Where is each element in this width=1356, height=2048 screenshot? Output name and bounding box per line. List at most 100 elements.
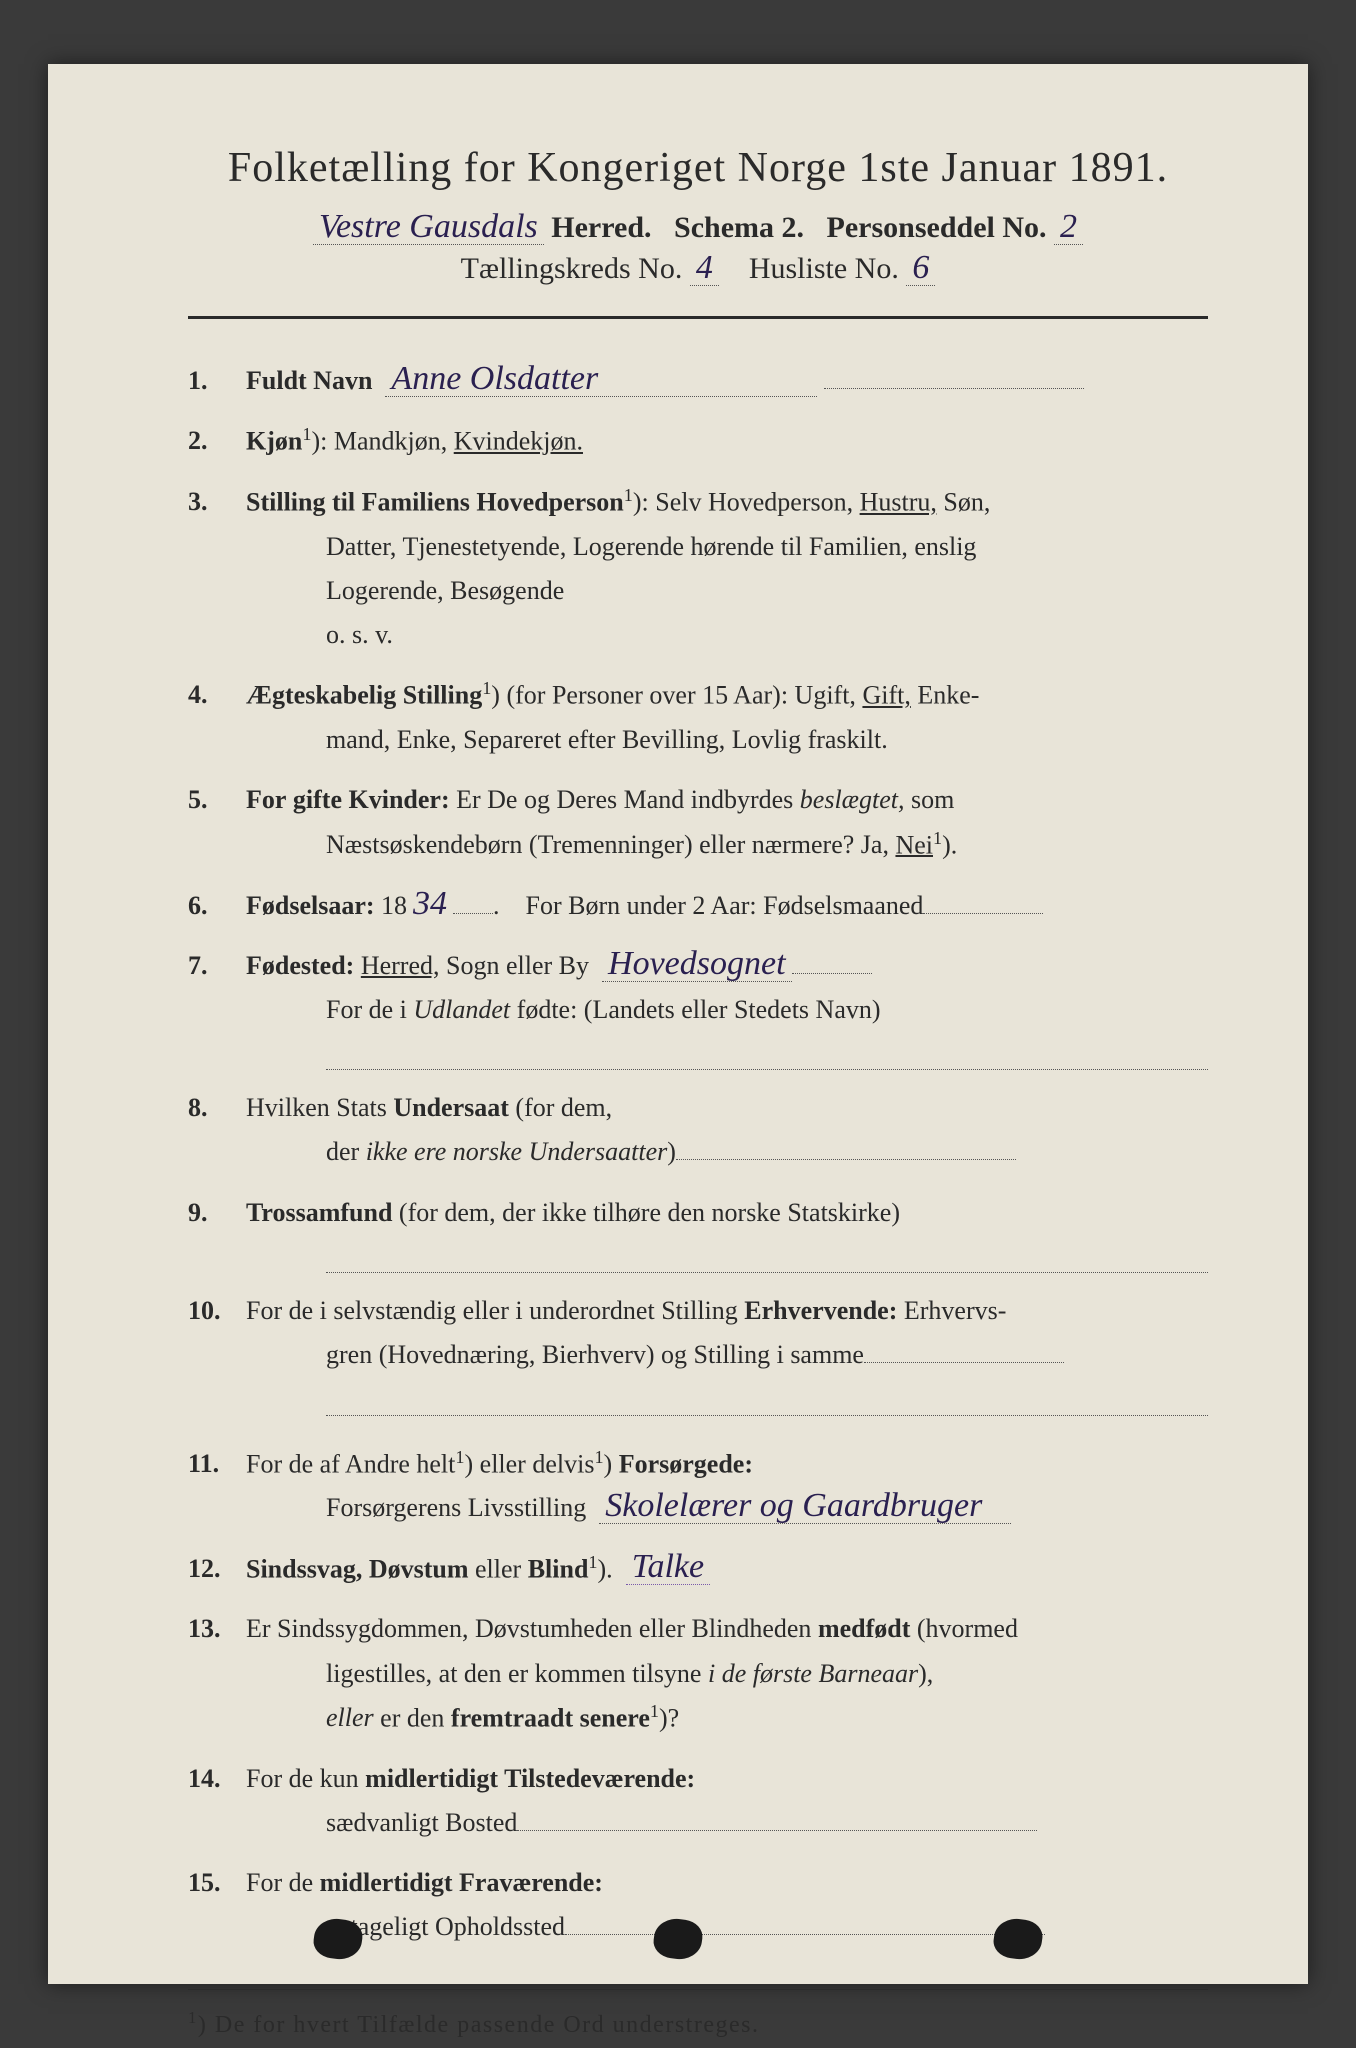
item-num: 14. — [188, 1757, 246, 1845]
label: fremtraadt senere — [451, 1703, 650, 1732]
text: gren (Hovednæring, Bierhverv) og Stillin… — [326, 1340, 864, 1369]
item-12: 12. Sindssvag, Døvstum eller Blind1). Ta… — [188, 1547, 1208, 1592]
sup: 1 — [624, 485, 633, 505]
item-body: Ægteskabelig Stilling1) (for Personer ov… — [246, 673, 1208, 762]
sep: ): — [311, 427, 327, 456]
dots — [676, 1133, 1016, 1160]
sel-kvindekjon: Kvindekjøn. — [454, 427, 583, 456]
text: For de — [246, 1868, 313, 1897]
text: Sogn eller By — [446, 951, 589, 980]
text: mand, Enke, Separeret efter Bevilling, L… — [326, 725, 888, 754]
item-3: 3. Stilling til Familiens Hovedperson1):… — [188, 480, 1208, 657]
personseddel-label: Personseddel No. — [827, 211, 1047, 244]
item-body: Stilling til Familiens Hovedperson1): Se… — [246, 480, 1208, 657]
text: Logerende, Besøgende — [326, 576, 564, 605]
sel-hustru: Hustru, — [860, 488, 937, 517]
text: ), — [918, 1659, 933, 1688]
label-undersaat: Undersaat — [393, 1093, 509, 1122]
item-num: 10. — [188, 1289, 246, 1416]
item-num: 13. — [188, 1607, 246, 1740]
husliste-label: Husliste No. — [749, 252, 899, 285]
item-10: 10. For de i selvstændig eller i underor… — [188, 1289, 1208, 1416]
item-body: For de af Andre helt1) eller delvis1) Fo… — [246, 1442, 1208, 1531]
item-7: 7. Fødested: Herred, Sogn eller By Hoved… — [188, 944, 1208, 1071]
form-items: 1. Fuldt Navn Anne Olsdatter 2. Kjøn1): … — [188, 359, 1208, 1949]
label-tilstede: midlertidigt Tilstedeværende: — [365, 1764, 695, 1793]
item-body: For gifte Kvinder: Er De og Deres Mand i… — [246, 778, 1208, 867]
text: der — [326, 1137, 359, 1166]
label-kjon: Kjøn — [246, 427, 302, 456]
label-aegteskab: Ægteskabelig Stilling — [246, 681, 482, 710]
label-fuldt-navn: Fuldt Navn — [246, 366, 372, 395]
sep: ). — [598, 1554, 613, 1583]
item-13: 13. Er Sindssygdommen, Døvstumheden elle… — [188, 1607, 1208, 1740]
text: Ugift, — [795, 681, 856, 710]
text: Er Sindssygdommen, Døvstumheden eller Bl… — [246, 1614, 811, 1643]
text: Erhvervs- — [904, 1296, 1007, 1325]
text: sædvanligt Bosted — [326, 1808, 517, 1837]
label-erhvervende: Erhvervende: — [744, 1296, 897, 1325]
label-stilling: Stilling til Familiens Hovedperson — [246, 488, 624, 517]
label: For — [246, 785, 286, 814]
text: For de i selvstændig eller i underordnet… — [246, 1296, 738, 1325]
text: som — [911, 785, 954, 814]
dots — [923, 887, 1043, 914]
year-prefix: 18 — [381, 891, 407, 920]
dots-line — [326, 1241, 1208, 1273]
item-num: 4. — [188, 673, 246, 762]
text: (for dem, — [515, 1093, 612, 1122]
dots — [864, 1336, 1064, 1363]
sup: 1 — [933, 828, 942, 848]
dots — [517, 1804, 1037, 1831]
sel-nei: Nei — [895, 830, 933, 859]
label: gifte Kvinder: — [293, 785, 450, 814]
herred-label: Herred. — [551, 211, 651, 244]
item-body: Kjøn1): Mandkjøn, Kvindekjøn. — [246, 419, 1208, 464]
hole-icon — [311, 1916, 364, 1962]
text: (for Personer over 15 Aar): — [506, 681, 788, 710]
hole-icon — [651, 1916, 704, 1962]
dots — [792, 947, 872, 974]
text-italic: i de første Barneaar — [708, 1659, 918, 1688]
item-body: Er Sindssygdommen, Døvstumheden eller Bl… — [246, 1607, 1208, 1740]
text: Enke- — [917, 681, 979, 710]
sup: 1 — [650, 1701, 659, 1721]
dots-line — [326, 1383, 1208, 1415]
item-body: Fødselsaar: 1834. For Børn under 2 Aar: … — [246, 884, 1208, 928]
text: For Børn under 2 Aar: Fødselsmaaned — [526, 891, 924, 920]
item-num: 8. — [188, 1086, 246, 1174]
item-num: 5. — [188, 778, 246, 867]
label-trossamfund: Trossamfund — [246, 1198, 392, 1227]
item-8: 8. Hvilken Stats Undersaat (for dem, der… — [188, 1086, 1208, 1174]
label-forsorgede: Forsørgede: — [619, 1449, 753, 1478]
item-num: 1. — [188, 359, 246, 403]
sep: ) — [464, 1449, 473, 1478]
item-num: 3. — [188, 480, 246, 657]
footnote-text: De for hvert Tilfælde passende Ord under… — [215, 2012, 760, 2038]
text-italic: eller — [326, 1703, 374, 1732]
item-num: 7. — [188, 944, 246, 1071]
text: Næstsøskendebørn (Tremenninger) eller næ… — [326, 830, 889, 859]
header-rule — [188, 316, 1208, 319]
text: Selv Hovedperson, — [655, 488, 853, 517]
sep: ) — [604, 1449, 613, 1478]
item-num: 12. — [188, 1547, 246, 1592]
item-num: 2. — [188, 419, 246, 464]
label-fodselsaar: Fødselsaar: — [246, 891, 375, 920]
footnote-rule — [188, 1989, 1208, 1990]
item-num: 6. — [188, 884, 246, 928]
label-fravaerende: midlertidigt Fraværende: — [320, 1868, 603, 1897]
text: Hvilken Stats — [246, 1093, 387, 1122]
sup: 1 — [188, 2008, 198, 2027]
sel-herred: Herred, — [361, 951, 440, 980]
text: (for dem, der ikke tilhøre den norske St… — [399, 1198, 900, 1227]
dots — [453, 887, 493, 914]
text: For de kun — [246, 1764, 359, 1793]
text: er den — [380, 1703, 444, 1732]
sep: ): — [633, 488, 649, 517]
value-name: Anne Olsdatter — [385, 362, 817, 397]
dot: . — [493, 891, 500, 920]
schema-label: Schema 2. — [674, 211, 804, 244]
item-body: Fødested: Herred, Sogn eller By Hovedsog… — [246, 944, 1208, 1071]
text: For de i — [326, 995, 407, 1024]
